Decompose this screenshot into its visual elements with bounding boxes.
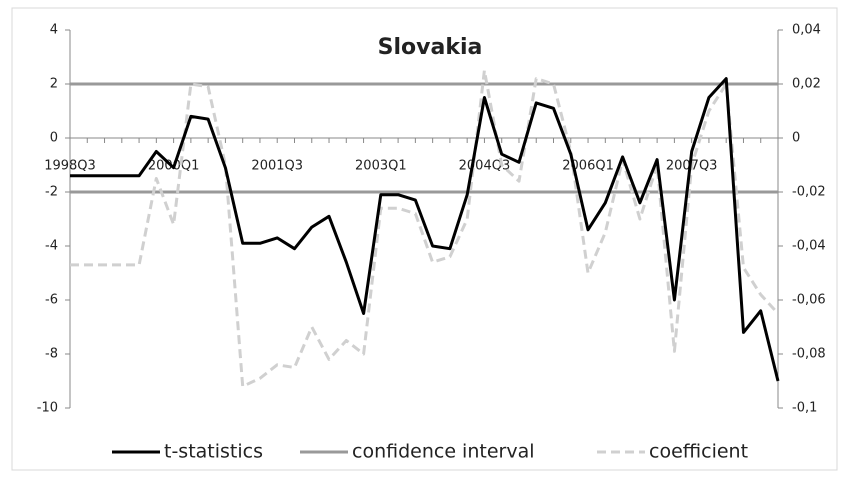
y2-tick-label: -0,06 bbox=[792, 293, 826, 308]
chart-border bbox=[11, 7, 838, 471]
y-tick-label: 2 bbox=[50, 77, 58, 92]
line-series bbox=[70, 77, 780, 382]
y2-tick-label: 0 bbox=[792, 131, 800, 146]
y-tick-label: -10 bbox=[37, 401, 58, 416]
legend-label: confidence interval bbox=[352, 441, 535, 463]
x-tick-label: 1998Q3 bbox=[44, 159, 96, 174]
line-series bbox=[70, 69, 780, 388]
y-tick-label: -2 bbox=[45, 185, 58, 200]
legend-label: t-statistics bbox=[164, 441, 263, 463]
x-tick-label: 2003Q1 bbox=[355, 159, 407, 174]
x-tick-label: 2006Q1 bbox=[562, 159, 614, 174]
y-tick-label: -6 bbox=[45, 293, 58, 308]
y2-tick-label: -0,1 bbox=[792, 401, 817, 416]
x-tick-label: 2001Q3 bbox=[251, 159, 303, 174]
y2-tick-label: -0,04 bbox=[792, 239, 826, 254]
y2-tick-label: -0,02 bbox=[792, 185, 826, 200]
legend-label: coefficient bbox=[649, 441, 748, 463]
y-tick-label: -8 bbox=[45, 347, 58, 362]
y2-tick-label: 0,02 bbox=[792, 77, 821, 92]
chart-title: Slovakia bbox=[378, 35, 483, 60]
y-tick-label: -4 bbox=[45, 239, 58, 254]
y-tick-label: 4 bbox=[50, 23, 58, 38]
y-tick-label: 0 bbox=[50, 131, 58, 146]
y2-tick-label: 0,04 bbox=[792, 23, 821, 38]
y2-tick-label: -0,08 bbox=[792, 347, 826, 362]
